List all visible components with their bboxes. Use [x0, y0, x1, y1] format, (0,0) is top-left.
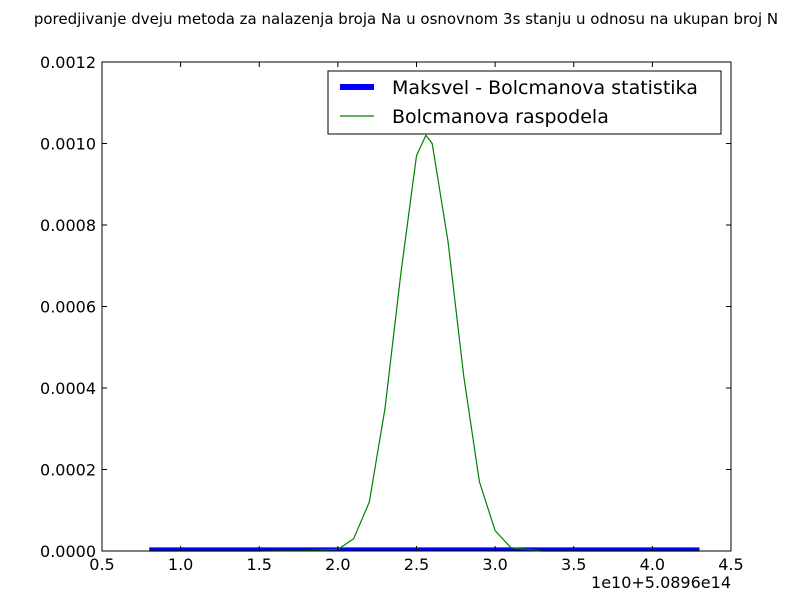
chart-title: poredjivanje dveju metoda za nalazenja b… — [34, 10, 778, 28]
x-tick-label: 0.5 — [89, 555, 114, 574]
y-tick-label: 0.0000 — [40, 542, 96, 561]
legend-label-2: Bolcmanova raspodela — [392, 106, 609, 128]
y-tick-label: 0.0010 — [40, 135, 96, 154]
y-tick-label: 0.0004 — [40, 379, 96, 398]
axes: 0.5 1.0 1.5 2.0 2.5 3.0 3.5 4.0 4.5 0.0000 0.0002 0… — [40, 53, 744, 574]
legend: Maksvel - Bolcmanova statistika Bolcmanov… — [327, 70, 722, 135]
y-tick-label: 0.0002 — [40, 461, 96, 480]
x-tick-label: 4.5 — [718, 555, 743, 574]
plot-frame — [101, 61, 732, 552]
x-tick-label: 2.5 — [404, 555, 429, 574]
y-tick-label: 0.0008 — [40, 216, 96, 235]
legend-box — [327, 70, 722, 135]
x-tick-label: 3.5 — [561, 555, 586, 574]
y-tick-label: 0.0006 — [40, 298, 96, 317]
y-tick-label: 0.0012 — [40, 53, 96, 72]
x-tick-label: 1.0 — [168, 555, 193, 574]
plot-area — [149, 134, 700, 552]
x-tick-label: 2.0 — [325, 555, 350, 574]
x-axis-offset-label: 1e10+5.0896e14 — [591, 573, 731, 592]
x-tick-label: 4.0 — [640, 555, 665, 574]
legend-label-1: Maksvel - Bolcmanova statistika — [392, 77, 698, 99]
x-tick-label: 1.5 — [247, 555, 272, 574]
series-line-2 — [149, 134, 700, 552]
x-tick-label: 3.0 — [482, 555, 507, 574]
